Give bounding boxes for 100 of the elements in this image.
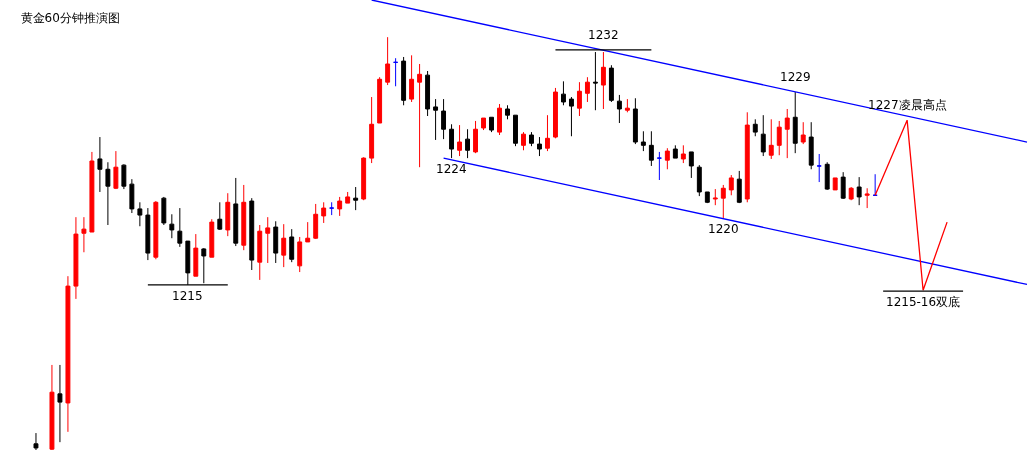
candlestick xyxy=(73,216,79,300)
candlestick xyxy=(369,96,375,164)
candlestick xyxy=(553,87,558,139)
candlestick xyxy=(97,136,103,193)
candlestick xyxy=(361,156,367,201)
annotation: 1215 xyxy=(172,289,203,303)
candlestick xyxy=(305,221,311,243)
candlestick xyxy=(808,121,814,170)
candlestick xyxy=(137,201,143,227)
candlestick xyxy=(537,136,542,157)
candlestick xyxy=(145,207,151,261)
candlestick xyxy=(568,96,574,137)
annotation: 1229 xyxy=(780,70,811,84)
candlestick xyxy=(169,213,175,239)
candlestick xyxy=(265,216,271,264)
candlestick xyxy=(241,184,247,251)
candlestick xyxy=(441,98,447,140)
candlestick xyxy=(584,76,590,103)
candlestick xyxy=(824,161,830,191)
candlestick xyxy=(153,200,159,260)
annotation: 1224 xyxy=(436,162,467,176)
candlestick xyxy=(720,184,726,219)
candlestick xyxy=(608,64,614,103)
candlestick xyxy=(401,56,407,106)
candlestick xyxy=(600,51,606,110)
candlestick xyxy=(257,224,263,281)
candlestick xyxy=(529,131,534,147)
candlestick xyxy=(473,120,478,154)
candlestick xyxy=(505,104,510,120)
candlestick xyxy=(752,118,758,137)
candlestick xyxy=(688,151,694,179)
candlestick xyxy=(848,186,854,201)
candlestick xyxy=(49,364,55,450)
candlestick xyxy=(696,164,702,197)
candlestick xyxy=(640,130,646,152)
candlestick xyxy=(776,120,782,156)
candlestick xyxy=(193,233,199,277)
candlestick xyxy=(648,130,654,167)
annotation: 1232 xyxy=(588,28,619,42)
candlestick xyxy=(872,173,878,196)
candlestick xyxy=(385,36,391,86)
candlestick xyxy=(672,144,678,159)
candlestick xyxy=(816,153,822,183)
annotation: 1220 xyxy=(708,222,739,236)
candlestick xyxy=(209,218,215,258)
candlestick xyxy=(736,170,742,204)
candlestick xyxy=(840,171,846,200)
candlestick xyxy=(497,103,502,136)
candlestick xyxy=(105,161,111,226)
candlestick xyxy=(768,118,774,160)
annotation: 1215-16双底 xyxy=(886,295,961,309)
candlestick xyxy=(393,57,399,87)
candlestick xyxy=(545,114,550,152)
candlestick xyxy=(113,150,119,190)
candlestick xyxy=(33,432,39,450)
candlestick xyxy=(784,108,790,159)
candlestick xyxy=(792,91,798,154)
candlestick xyxy=(249,197,255,271)
candlestick xyxy=(417,63,423,168)
candlestick xyxy=(225,192,231,237)
candlestick xyxy=(449,123,455,159)
candlestick xyxy=(353,186,359,211)
candlestick xyxy=(712,188,718,206)
candlestick xyxy=(856,176,862,206)
candlestick xyxy=(616,94,622,124)
candlestick xyxy=(161,196,167,226)
candlestick xyxy=(57,364,63,443)
candlestick xyxy=(704,191,710,204)
candlestick xyxy=(864,187,870,209)
candlestick xyxy=(832,177,838,191)
candlestick xyxy=(321,201,327,224)
candlestick xyxy=(632,97,638,145)
candlestick xyxy=(177,207,183,248)
candlestick xyxy=(273,220,279,264)
candlestick xyxy=(297,236,303,273)
candlestick xyxy=(489,116,494,133)
candlestick xyxy=(233,177,239,247)
candlestick xyxy=(217,201,223,231)
candlestick xyxy=(433,98,439,141)
candlestick xyxy=(664,147,670,170)
candlestick xyxy=(576,81,582,117)
candlestick xyxy=(656,151,662,181)
candlestick xyxy=(81,216,87,253)
candlestick xyxy=(129,178,135,214)
candlestick xyxy=(313,203,319,240)
annotation: 1227凌晨高点 xyxy=(868,98,947,112)
candlestick xyxy=(89,151,95,233)
candlestick xyxy=(337,196,343,217)
candlestick xyxy=(457,124,463,157)
chart-title: 黄金60分钟推演图 xyxy=(20,10,120,25)
candlestick xyxy=(425,70,431,117)
candlestick xyxy=(65,275,71,433)
candlestick xyxy=(513,114,518,147)
candlestick xyxy=(728,174,734,196)
candlestick xyxy=(760,114,766,157)
candlestick xyxy=(345,191,351,204)
candlestick xyxy=(521,131,526,151)
candlestick xyxy=(289,228,295,263)
candlestick xyxy=(561,80,566,106)
candlestick xyxy=(281,223,287,268)
